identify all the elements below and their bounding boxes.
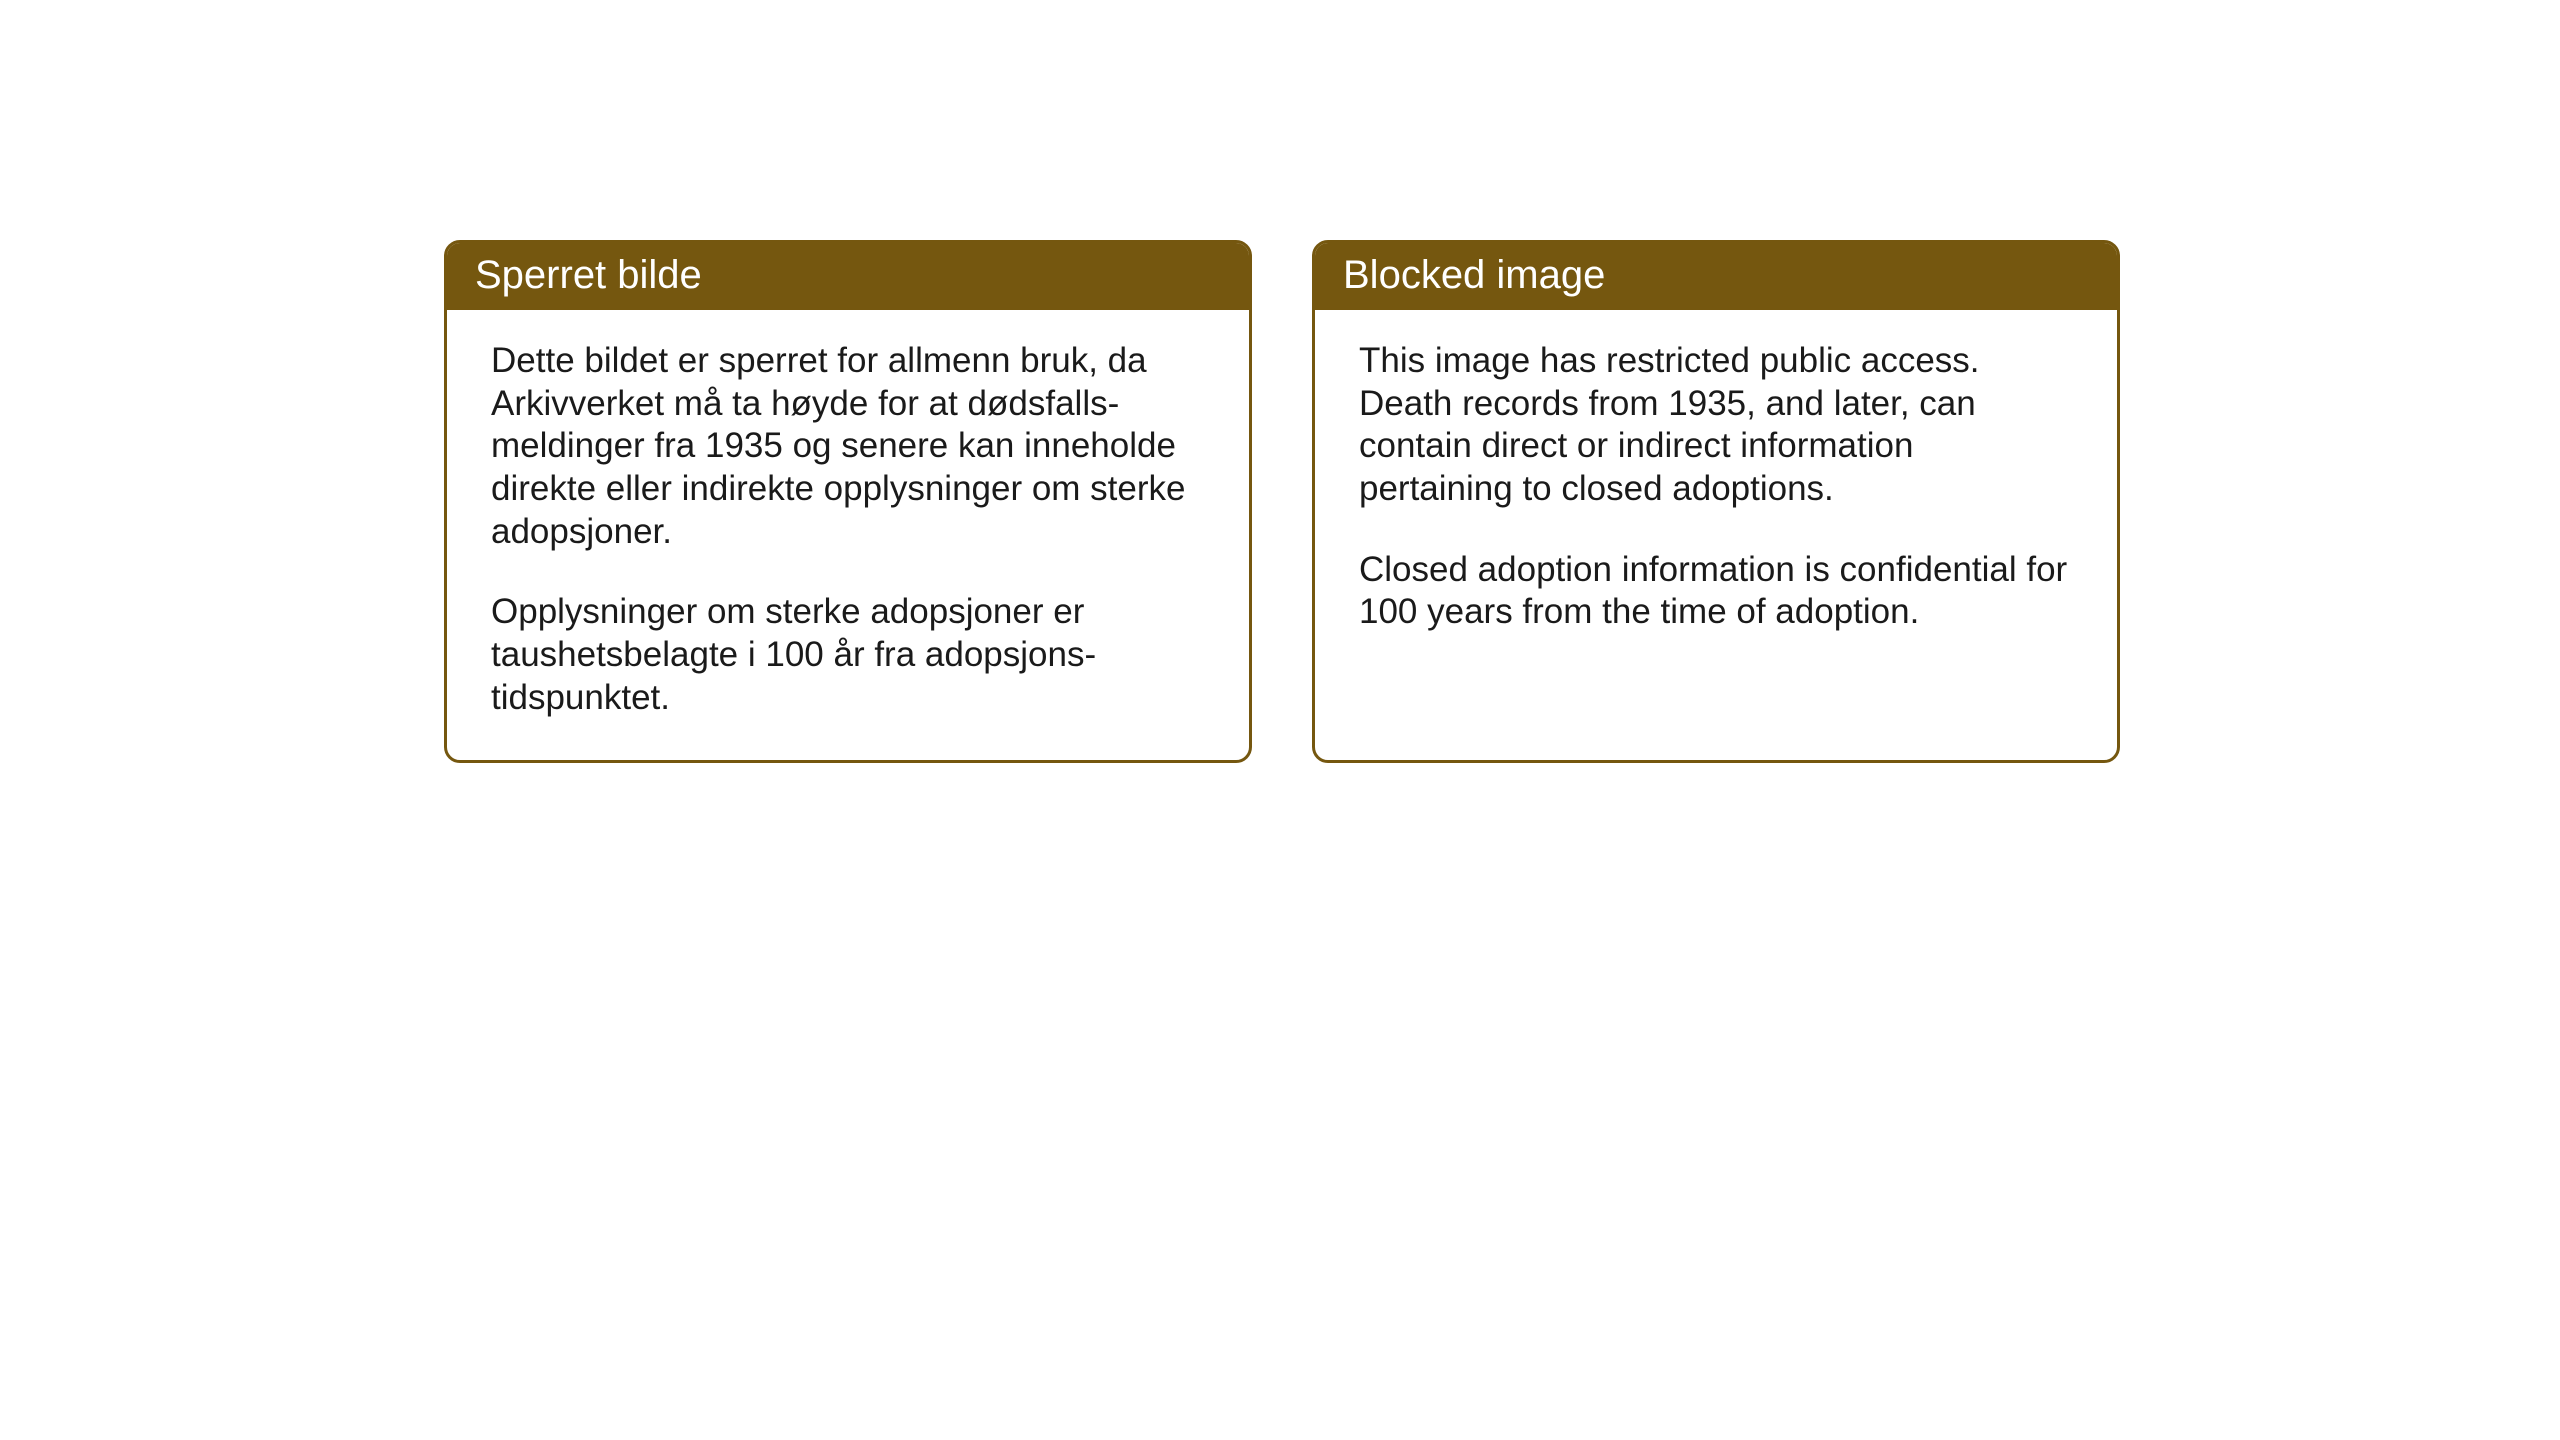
english-paragraph-2: Closed adoption information is confident… [1359,549,2073,634]
english-paragraph-1: This image has restricted public access.… [1359,340,2073,511]
norwegian-notice-body: Dette bildet er sperret for allmenn bruk… [447,310,1249,760]
english-notice-body: This image has restricted public access.… [1315,310,2117,740]
norwegian-paragraph-2: Opplysninger om sterke adopsjoner er tau… [491,591,1205,719]
english-notice-card: Blocked image This image has restricted … [1312,240,2120,763]
english-notice-title: Blocked image [1315,243,2117,310]
notice-container: Sperret bilde Dette bildet er sperret fo… [444,240,2120,763]
norwegian-notice-title: Sperret bilde [447,243,1249,310]
norwegian-paragraph-1: Dette bildet er sperret for allmenn bruk… [491,340,1205,553]
norwegian-notice-card: Sperret bilde Dette bildet er sperret fo… [444,240,1252,763]
